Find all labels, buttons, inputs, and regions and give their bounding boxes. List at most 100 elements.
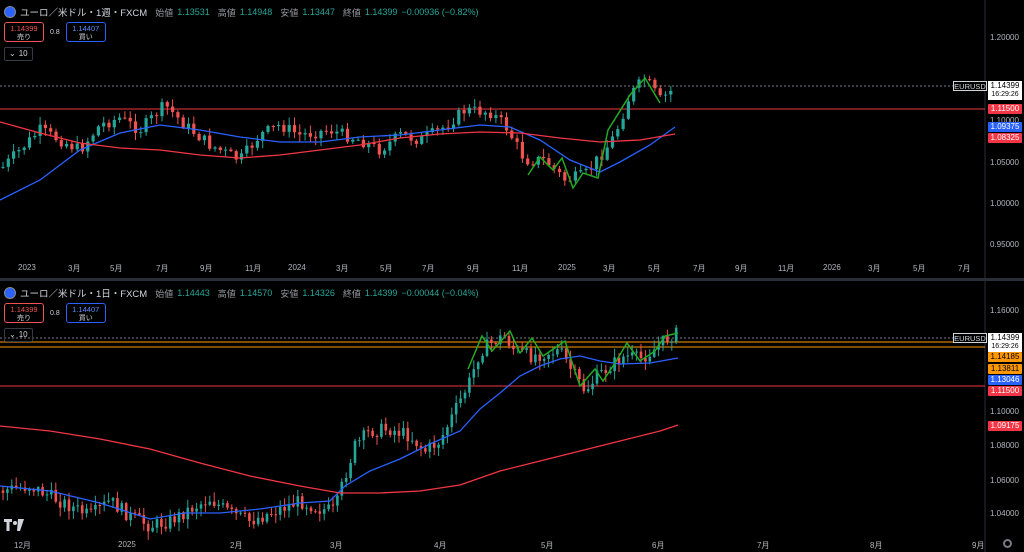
candle-body bbox=[94, 505, 97, 510]
price-axis-label: 1.10000 bbox=[990, 407, 1019, 416]
candle-body bbox=[388, 430, 392, 435]
candle-body bbox=[595, 156, 599, 170]
candle-body bbox=[552, 165, 556, 169]
candle-body bbox=[586, 389, 590, 392]
sell-button[interactable]: 1.14399 売り bbox=[4, 22, 44, 42]
gear-icon[interactable] bbox=[1003, 539, 1012, 548]
candle-body bbox=[459, 398, 462, 403]
candle-body bbox=[608, 371, 612, 373]
candle-body bbox=[1, 490, 5, 493]
weekly-chart-pane[interactable]: ユーロ／米ドル・1週・FXCM 始値 1.13531 高値 1.14948 安値 1.… bbox=[0, 0, 1024, 278]
indicator-toggle[interactable]: ⌄ 10 bbox=[4, 328, 33, 342]
candle-body bbox=[483, 112, 487, 115]
candle-body bbox=[446, 427, 449, 436]
candle-body bbox=[133, 121, 138, 133]
low-value: 1.14326 bbox=[302, 288, 335, 298]
time-axis-label: 6月 bbox=[652, 541, 665, 550]
candle-body bbox=[49, 128, 53, 132]
candle-body bbox=[582, 379, 586, 392]
candle-body bbox=[485, 339, 489, 356]
price-axis-label: 1.00000 bbox=[990, 199, 1019, 208]
price-axis-label: 1.06000 bbox=[990, 476, 1019, 485]
close-label: 終値 bbox=[342, 288, 361, 299]
time-axis-label: 11月 bbox=[512, 264, 529, 273]
candle-body bbox=[498, 335, 502, 345]
weekly-ma-slow-line bbox=[0, 121, 676, 159]
time-axis-label: 7月 bbox=[958, 264, 971, 273]
candle-body bbox=[245, 145, 249, 154]
indicator-toggle[interactable]: ⌄ 10 bbox=[4, 47, 33, 61]
time-axis-label: 7月 bbox=[422, 264, 435, 273]
candle-body bbox=[353, 440, 357, 463]
candle-body bbox=[489, 112, 493, 119]
buy-button[interactable]: 1.14407 買い bbox=[65, 303, 106, 323]
symbol-flag-icon bbox=[4, 6, 16, 18]
tradingview-logo-icon[interactable] bbox=[4, 519, 24, 531]
candle-body bbox=[371, 430, 374, 436]
candle-body bbox=[507, 336, 511, 346]
candle-body bbox=[451, 124, 456, 129]
price-axis-label: 1.20000 bbox=[990, 33, 1019, 42]
candle-body bbox=[670, 341, 674, 343]
candle-body bbox=[204, 504, 207, 506]
price-tag: 1.13046 bbox=[988, 375, 1022, 385]
time-axis-label: 5月 bbox=[541, 541, 554, 550]
weekly-current-price-tag: 1.14399 16:29:26 bbox=[988, 81, 1022, 100]
candle-body bbox=[63, 499, 66, 508]
time-axis-label: 3月 bbox=[868, 264, 881, 273]
buy-button[interactable]: 1.14407 買い bbox=[65, 22, 106, 42]
price-tag: 1.09175 bbox=[988, 421, 1022, 431]
buy-label: 買い bbox=[78, 34, 93, 41]
candle-body bbox=[112, 119, 116, 128]
spread-value: 0.8 bbox=[50, 28, 60, 36]
candle-body bbox=[239, 153, 244, 160]
daily-title[interactable]: ユーロ／米ドル・1日・FXCM bbox=[20, 289, 148, 300]
candle-body bbox=[419, 446, 423, 449]
weekly-title[interactable]: ユーロ／米ドル・1週・FXCM bbox=[20, 8, 148, 19]
candle-body bbox=[12, 151, 16, 159]
daily-countdown: 16:29:26 bbox=[991, 343, 1019, 350]
candle-body bbox=[436, 128, 440, 130]
candle-body bbox=[663, 94, 668, 96]
candle-body bbox=[243, 512, 247, 514]
candle-body bbox=[383, 150, 387, 155]
sell-button[interactable]: 1.14399 売り bbox=[4, 303, 44, 323]
candle-body bbox=[538, 354, 542, 361]
time-axis-label: 5月 bbox=[913, 264, 926, 273]
price-tag: 1.11500 bbox=[988, 104, 1022, 114]
change-value: −0.00044 (−0.04%) bbox=[401, 288, 479, 298]
candle-body bbox=[425, 132, 429, 136]
candle-body bbox=[578, 369, 581, 380]
weekly-countdown: 16:29:26 bbox=[991, 91, 1019, 98]
time-axis-label: 11月 bbox=[778, 264, 795, 273]
candle-body bbox=[531, 164, 535, 166]
candle-body bbox=[218, 147, 222, 151]
sell-label: 売り bbox=[17, 315, 31, 322]
candle-body bbox=[454, 402, 458, 415]
daily-plot[interactable] bbox=[0, 281, 1024, 552]
candle-body bbox=[59, 140, 63, 147]
candle-body bbox=[265, 513, 269, 522]
candle-body bbox=[120, 503, 124, 512]
candle-body bbox=[239, 512, 242, 514]
candle-body bbox=[393, 133, 397, 142]
candle-body bbox=[177, 512, 181, 523]
weekly-ma-fast-line bbox=[0, 124, 676, 201]
daily-symbol-tag: EURUSD bbox=[953, 333, 987, 343]
candle-body bbox=[605, 147, 609, 160]
candle-body bbox=[637, 79, 641, 88]
time-axis-label: 3月 bbox=[330, 541, 343, 550]
candle-body bbox=[282, 124, 286, 132]
candle-body bbox=[666, 336, 669, 343]
candle-body bbox=[560, 348, 564, 350]
candle-body bbox=[494, 342, 498, 345]
candle-body bbox=[234, 151, 238, 160]
daily-chart-pane[interactable]: ユーロ／米ドル・1日・FXCM 始値 1.14443 高値 1.14570 安値 1.… bbox=[0, 281, 1024, 552]
weekly-plot[interactable] bbox=[0, 0, 1024, 278]
pane-separator[interactable] bbox=[0, 278, 1024, 281]
candle-body bbox=[340, 128, 344, 132]
candle-body bbox=[674, 327, 678, 342]
candle-body bbox=[398, 132, 403, 134]
candle-body bbox=[6, 158, 10, 167]
buy-label: 買い bbox=[78, 315, 93, 322]
